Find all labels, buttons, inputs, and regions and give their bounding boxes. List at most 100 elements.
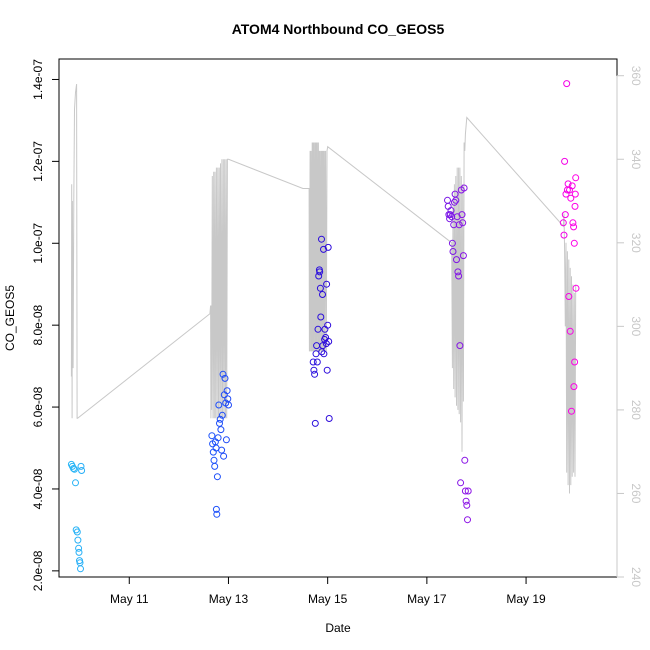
data-point [215,401,223,409]
data-point [458,211,466,219]
data-point [77,462,85,470]
data-point [572,284,580,292]
data-point [324,243,332,251]
data-point [463,501,471,509]
data-point [221,374,229,382]
data-point [213,473,221,481]
data-point [75,548,83,556]
data-point [320,245,327,253]
data-point [563,80,571,88]
y2-tick-label: 260 [629,483,643,503]
data-point [571,358,579,366]
x-tick-label: May 13 [209,592,249,606]
y2-tick-label: 240 [629,567,643,587]
y-axis-label: CO_GEOS5 [3,285,17,351]
data-point [314,325,322,333]
data-point [455,272,463,280]
data-point [566,327,574,335]
data-point [71,465,78,473]
data-point [208,432,216,440]
x-tick-label: May 11 [110,592,149,606]
data-point [562,190,570,198]
data-point [570,383,578,391]
data-point [323,366,331,374]
data-point [309,358,317,366]
x-axis-label: Date [325,621,351,635]
data-point [569,219,577,227]
data-point [217,426,225,434]
data-point [216,415,224,423]
y-tick-label: 1.4e-07 [31,59,45,100]
y-tick-label: 1.0e-07 [31,223,45,264]
data-point [567,194,575,202]
data-point [225,401,232,409]
data-point [316,284,324,292]
data-point [318,235,325,243]
data-point [319,342,327,350]
chart-title: ATOM4 Northbound CO_GEOS5 [232,21,445,37]
data-point [222,436,230,444]
data-point [320,350,328,358]
data-point [446,215,454,223]
data-point [455,221,463,229]
line-series [70,84,577,494]
y2-tick-label: 360 [629,66,643,86]
data-point [462,497,470,505]
data-point [453,256,460,264]
data-point [570,239,578,247]
data-point [457,479,465,487]
y2-tick-label: 280 [629,400,643,420]
data-point [72,479,79,487]
data-point [325,415,333,422]
data-point [220,452,228,460]
data-point [568,407,575,415]
data-point [313,358,321,366]
data-point [324,321,332,329]
x-tick-label: May 19 [506,592,546,606]
data-point [571,202,579,210]
data-point [218,411,226,419]
y-tick-label: 4.0e-08 [31,468,45,509]
data-point [461,456,469,464]
y-tick-label: 1.2e-07 [31,141,45,182]
data-point [459,219,467,227]
data-point [561,157,569,165]
y2-tick-label: 320 [629,233,643,253]
data-point [568,182,576,190]
data-point [311,370,319,378]
data-point [316,268,324,276]
data-point [452,196,460,204]
data-point [310,366,318,374]
y-tick-label: 2.0e-08 [31,550,45,591]
data-point [317,313,325,321]
data-point [572,174,580,182]
data-point [456,342,464,350]
data-point [74,536,82,544]
y-tick-label: 6.0e-08 [31,386,45,427]
data-point [560,231,568,239]
data-point [454,268,462,276]
y2-tick-label: 340 [629,149,643,169]
x-tick-label: May 15 [308,592,348,606]
x-tick-label: May 17 [407,592,447,606]
data-point [219,370,227,378]
data-point [77,565,84,573]
data-point [464,516,471,524]
y-tick-label: 8.0e-08 [31,304,45,345]
data-point [461,487,469,495]
data-point [78,467,86,474]
data-point [319,291,326,298]
data-point [325,338,333,345]
data-point [323,280,331,288]
data-point [565,293,573,300]
co-line [70,84,577,494]
data-point [212,505,220,513]
data-point [561,211,569,219]
data-point [571,190,579,198]
data-point [70,465,77,472]
points-series [67,80,580,573]
data-point [460,184,468,192]
data-point [459,252,467,260]
data-point [449,248,457,255]
